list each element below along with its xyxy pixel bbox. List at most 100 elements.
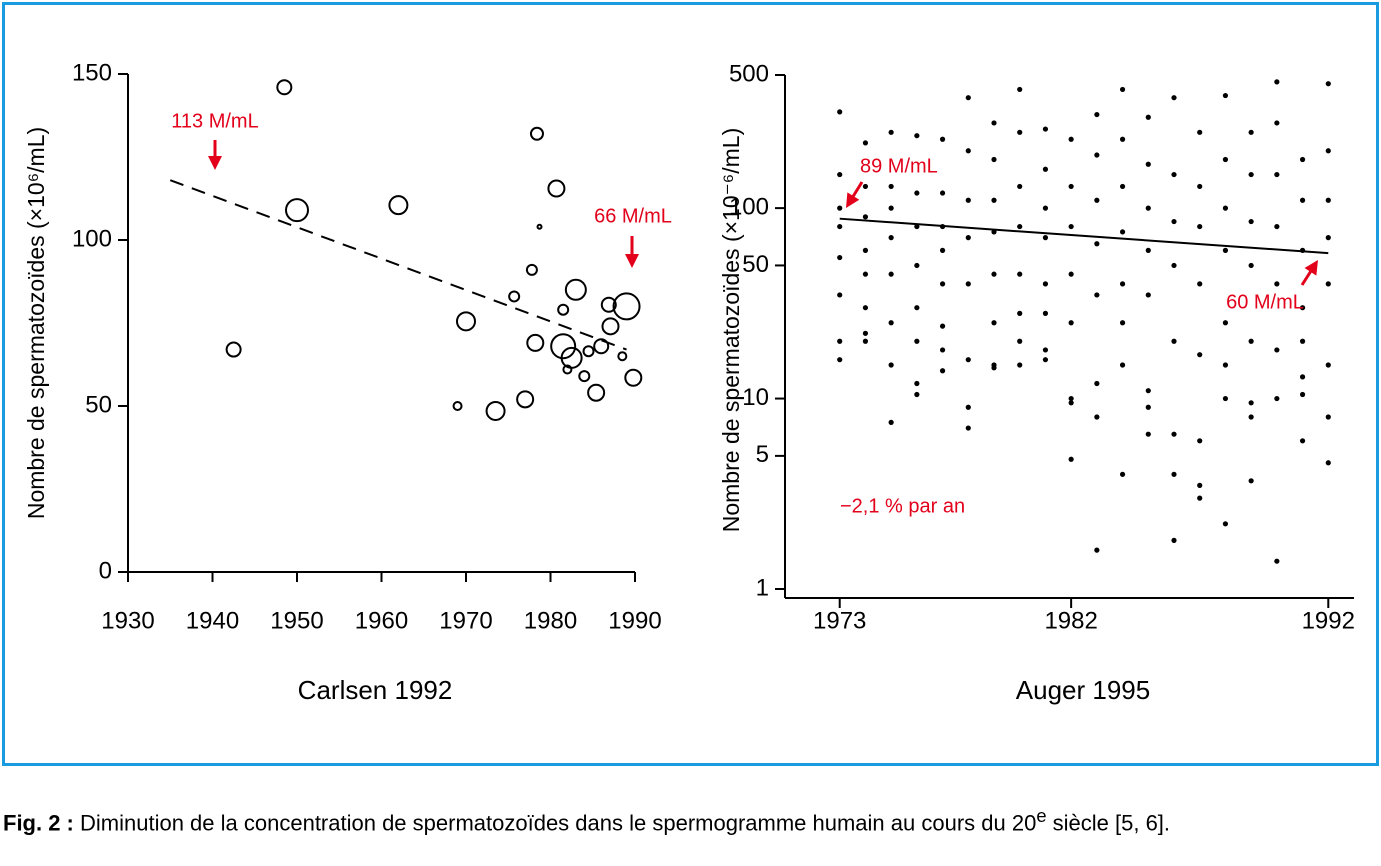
point — [1299, 438, 1306, 444]
y-axis-label: Nombre de spermatozoïdes (×10⁻⁶/mL) — [718, 128, 744, 532]
point — [1325, 460, 1331, 466]
point — [991, 320, 997, 326]
point — [1248, 400, 1254, 406]
point — [1222, 395, 1229, 402]
bubble — [550, 333, 577, 360]
point — [1325, 197, 1331, 203]
point — [1017, 362, 1023, 368]
y-tick-label: 0 — [99, 557, 112, 584]
bubble — [617, 351, 628, 362]
point — [888, 320, 894, 326]
point — [888, 362, 894, 368]
point — [1171, 537, 1177, 543]
bubble — [525, 263, 538, 276]
bubble — [582, 345, 595, 358]
point — [1042, 310, 1049, 316]
point — [1274, 347, 1280, 353]
point — [1197, 223, 1203, 230]
point — [1068, 136, 1074, 142]
x-tick-label: 1973 — [813, 607, 866, 634]
bubble — [516, 390, 535, 409]
point — [1222, 320, 1229, 326]
point — [1171, 171, 1177, 178]
trend-line — [839, 217, 1329, 255]
point — [1094, 241, 1100, 247]
point — [888, 129, 894, 135]
point — [1299, 391, 1306, 398]
point — [1042, 166, 1049, 172]
point — [1068, 456, 1074, 462]
bubble — [578, 370, 591, 383]
point — [1299, 156, 1306, 163]
y-tick-label: 150 — [72, 59, 112, 86]
point — [1145, 114, 1151, 120]
bubble — [624, 368, 643, 387]
point — [1274, 281, 1280, 287]
point — [1325, 362, 1331, 368]
point — [1248, 218, 1254, 225]
y-tick-label: 100 — [72, 225, 112, 252]
point — [1222, 247, 1229, 253]
point — [1145, 247, 1151, 253]
point — [1274, 395, 1280, 402]
point — [1299, 305, 1306, 311]
point — [991, 156, 997, 163]
x-tick-label: 1990 — [608, 607, 661, 634]
point — [1119, 183, 1126, 190]
x-tick-label: 1992 — [1302, 607, 1355, 634]
point — [1119, 229, 1126, 235]
point — [965, 235, 971, 241]
point — [1119, 471, 1126, 477]
point — [965, 425, 971, 431]
point — [1145, 404, 1151, 410]
point — [837, 292, 843, 298]
x-axis-label: Auger 1995 — [1016, 675, 1150, 705]
bubble — [388, 195, 409, 216]
y-tick-label: 100 — [729, 193, 769, 220]
annotation: −2,1 % par an — [840, 495, 965, 517]
x-axis-label: Carlsen 1992 — [298, 675, 453, 705]
bubble — [508, 290, 521, 303]
caption-text-end: siècle [5, 6]. — [1046, 810, 1171, 836]
point — [1325, 235, 1331, 241]
bubble — [562, 364, 573, 375]
bubble — [536, 223, 543, 230]
point — [1171, 471, 1177, 477]
point — [939, 247, 946, 253]
y-tick-label: 50 — [85, 391, 112, 418]
y-tick-label: 1 — [756, 574, 769, 601]
point — [837, 109, 843, 115]
point — [965, 95, 971, 101]
point — [1017, 310, 1023, 316]
point — [1017, 338, 1023, 344]
x-tick-label: 1950 — [270, 607, 323, 634]
caption-label: Fig. 2 : — [3, 810, 74, 836]
point — [1145, 161, 1151, 167]
point — [914, 391, 920, 398]
point — [1171, 95, 1177, 101]
bubble — [600, 296, 617, 313]
point — [914, 262, 920, 269]
point — [991, 120, 997, 126]
caption-text: Diminution de la concentration de sperma… — [80, 810, 1037, 836]
point — [1119, 136, 1126, 142]
point — [914, 338, 920, 344]
point — [939, 281, 946, 287]
point — [1017, 129, 1023, 135]
point — [991, 365, 997, 371]
annotation-arrowhead — [625, 254, 639, 268]
point — [1171, 431, 1177, 437]
point — [862, 183, 869, 190]
point — [1042, 347, 1049, 353]
annotation-arrowhead — [208, 156, 222, 170]
annotation: 113 M/mL — [171, 110, 258, 132]
point — [1171, 262, 1177, 269]
bubble — [485, 400, 506, 421]
bubble — [529, 126, 544, 141]
bubble — [547, 179, 566, 198]
point — [862, 338, 869, 344]
point — [888, 205, 894, 211]
x-tick-label: 1982 — [1044, 607, 1097, 634]
point — [837, 254, 843, 261]
point — [939, 368, 946, 374]
